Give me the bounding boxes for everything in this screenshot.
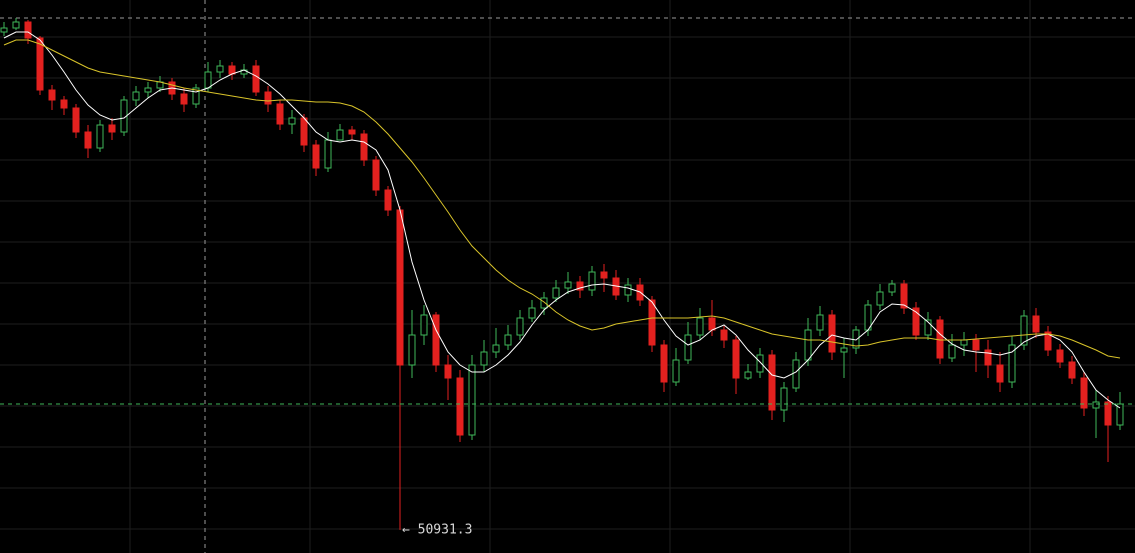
candle-body — [960, 339, 968, 346]
candle-body — [468, 364, 476, 436]
candle-body — [984, 349, 992, 366]
candle-body — [252, 65, 260, 93]
candle-body — [1080, 377, 1088, 409]
candle-body — [456, 377, 464, 436]
candle-body — [1104, 401, 1112, 426]
candle-body — [192, 87, 200, 105]
candle-body — [1092, 401, 1100, 409]
candle-body — [276, 103, 284, 125]
candle-body — [372, 159, 380, 191]
candle-body — [264, 91, 272, 105]
candle-body — [1020, 315, 1028, 346]
candle-body — [48, 89, 56, 101]
candle-body — [1032, 315, 1040, 333]
candle-body — [708, 317, 716, 331]
candle-body — [480, 351, 488, 366]
candle-body — [804, 329, 812, 361]
candle-body — [576, 281, 584, 291]
candle-body — [408, 334, 416, 366]
candle-body — [96, 124, 104, 149]
candle-body — [84, 131, 92, 149]
candle-body — [732, 339, 740, 379]
candle-body — [384, 189, 392, 211]
candle-body — [948, 344, 956, 359]
candle-body — [396, 209, 404, 366]
candle-body — [348, 129, 356, 135]
candle-body — [36, 37, 44, 91]
candle-body — [552, 287, 560, 299]
candle-body — [840, 347, 848, 353]
candle-body — [756, 354, 764, 373]
candle-body — [744, 371, 752, 379]
overlay: ← 50931.3 — [0, 403, 1135, 537]
candle-body — [912, 307, 920, 336]
candle-body — [900, 283, 908, 309]
candle-body — [216, 65, 224, 73]
candle-body — [336, 129, 344, 141]
candle-body — [624, 284, 632, 296]
candle-body — [888, 283, 896, 293]
candle-body — [360, 133, 368, 161]
candle-body — [288, 117, 296, 125]
candle-body — [768, 354, 776, 411]
candle-body — [12, 21, 20, 29]
low-label: ← 50931.3 — [402, 522, 472, 537]
candle-body — [672, 359, 680, 383]
moving-average-line — [3, 39, 1121, 359]
candle-body — [144, 87, 152, 93]
candle-body — [540, 297, 548, 309]
candle-body — [1056, 349, 1064, 363]
candle-body — [588, 271, 596, 291]
candle-body — [996, 364, 1004, 383]
candle-body — [528, 307, 536, 319]
candle-body — [312, 144, 320, 169]
candle-body — [828, 314, 836, 353]
candles — [0, 18, 1124, 530]
candle-body — [24, 21, 32, 39]
candle-body — [300, 117, 308, 146]
candle-body — [792, 359, 800, 389]
candle-body — [492, 344, 500, 353]
candle-body — [516, 317, 524, 336]
candle-body — [816, 314, 824, 331]
candle-body — [972, 339, 980, 351]
candle-body — [600, 271, 608, 279]
candle-body — [1068, 361, 1076, 379]
candle-body — [108, 124, 116, 133]
candle-body — [0, 27, 8, 33]
candle-body — [876, 291, 884, 306]
candle-body — [696, 317, 704, 336]
candle-body — [1008, 344, 1016, 383]
candle-body — [648, 299, 656, 346]
candle-body — [432, 314, 440, 366]
candle-body — [204, 71, 212, 89]
moving-averages — [3, 31, 1121, 409]
candle-body — [324, 139, 332, 169]
candle-body — [780, 387, 788, 411]
candle-body — [936, 319, 944, 359]
candle-body — [660, 344, 668, 383]
candle-body — [720, 329, 728, 341]
candle-body — [180, 93, 188, 105]
candle-body — [72, 107, 80, 133]
candle-body — [504, 334, 512, 346]
moving-average-line — [3, 31, 1121, 409]
candle-body — [1044, 331, 1052, 351]
candle-body — [444, 364, 452, 379]
vertical-grid — [129, 0, 1031, 553]
candle-body — [564, 281, 572, 289]
candle-body — [924, 319, 932, 336]
candle-body — [60, 99, 68, 109]
candle-body — [420, 314, 428, 336]
candle-body — [132, 91, 140, 101]
candle-body — [684, 334, 692, 361]
